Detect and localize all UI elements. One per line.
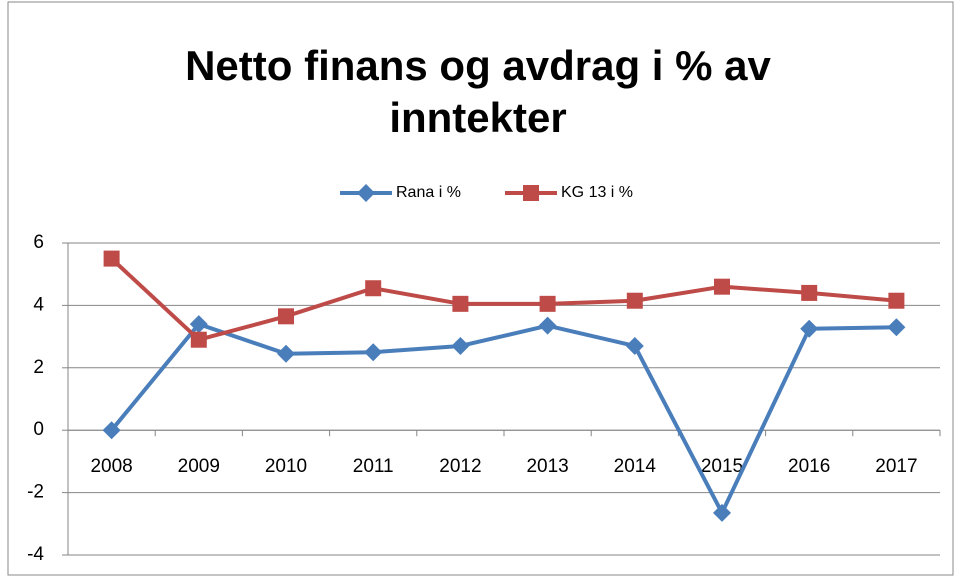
legend-marker xyxy=(357,184,375,202)
marker-square xyxy=(452,295,469,312)
marker-square xyxy=(888,292,905,309)
marker-square xyxy=(190,331,207,348)
x-tick-label: 2009 xyxy=(178,456,220,477)
marker-square xyxy=(626,292,643,309)
x-tick-label: 2013 xyxy=(526,456,568,477)
marker-diamond xyxy=(277,344,295,363)
marker-square xyxy=(539,295,556,312)
legend-label: Rana i % xyxy=(396,184,461,201)
marker-diamond xyxy=(364,343,383,362)
y-tick-label: 4 xyxy=(33,294,44,315)
marker-diamond xyxy=(102,421,121,440)
marker-diamond xyxy=(713,503,731,522)
chart-border xyxy=(7,1,954,576)
marker-diamond xyxy=(800,319,819,338)
x-tick-label: 2016 xyxy=(788,456,830,477)
marker-diamond xyxy=(538,316,557,335)
chart-title: Netto finans og avdrag i % av inntekter xyxy=(185,42,771,141)
x-tick-label: 2012 xyxy=(439,456,481,477)
x-tick-label: 2008 xyxy=(90,456,132,477)
x-tick-label: 2014 xyxy=(614,456,657,477)
marker-diamond xyxy=(887,318,906,337)
x-tick-label: 2011 xyxy=(353,456,394,477)
marker-square xyxy=(103,250,120,267)
marker-diamond xyxy=(451,336,470,355)
marker-square xyxy=(278,308,294,325)
x-tick-label: 2015 xyxy=(701,456,743,477)
y-tick-label: 6 xyxy=(33,232,44,253)
y-tick-label: -2 xyxy=(27,482,44,503)
x-tick-label: 2017 xyxy=(875,456,917,477)
marker-square xyxy=(365,280,382,297)
marker-square xyxy=(801,284,818,301)
marker-square xyxy=(714,278,730,295)
legend-marker xyxy=(523,185,539,201)
y-tick-label: 2 xyxy=(33,357,44,378)
legend-label: KG 13 i % xyxy=(561,184,633,201)
series-line xyxy=(110,257,897,342)
y-tick-label: -4 xyxy=(27,544,44,565)
series-line xyxy=(110,322,897,515)
marker-diamond xyxy=(189,315,208,334)
x-tick-label: 2010 xyxy=(265,456,307,477)
marker-diamond xyxy=(625,336,644,355)
y-tick-label: 0 xyxy=(33,419,44,440)
